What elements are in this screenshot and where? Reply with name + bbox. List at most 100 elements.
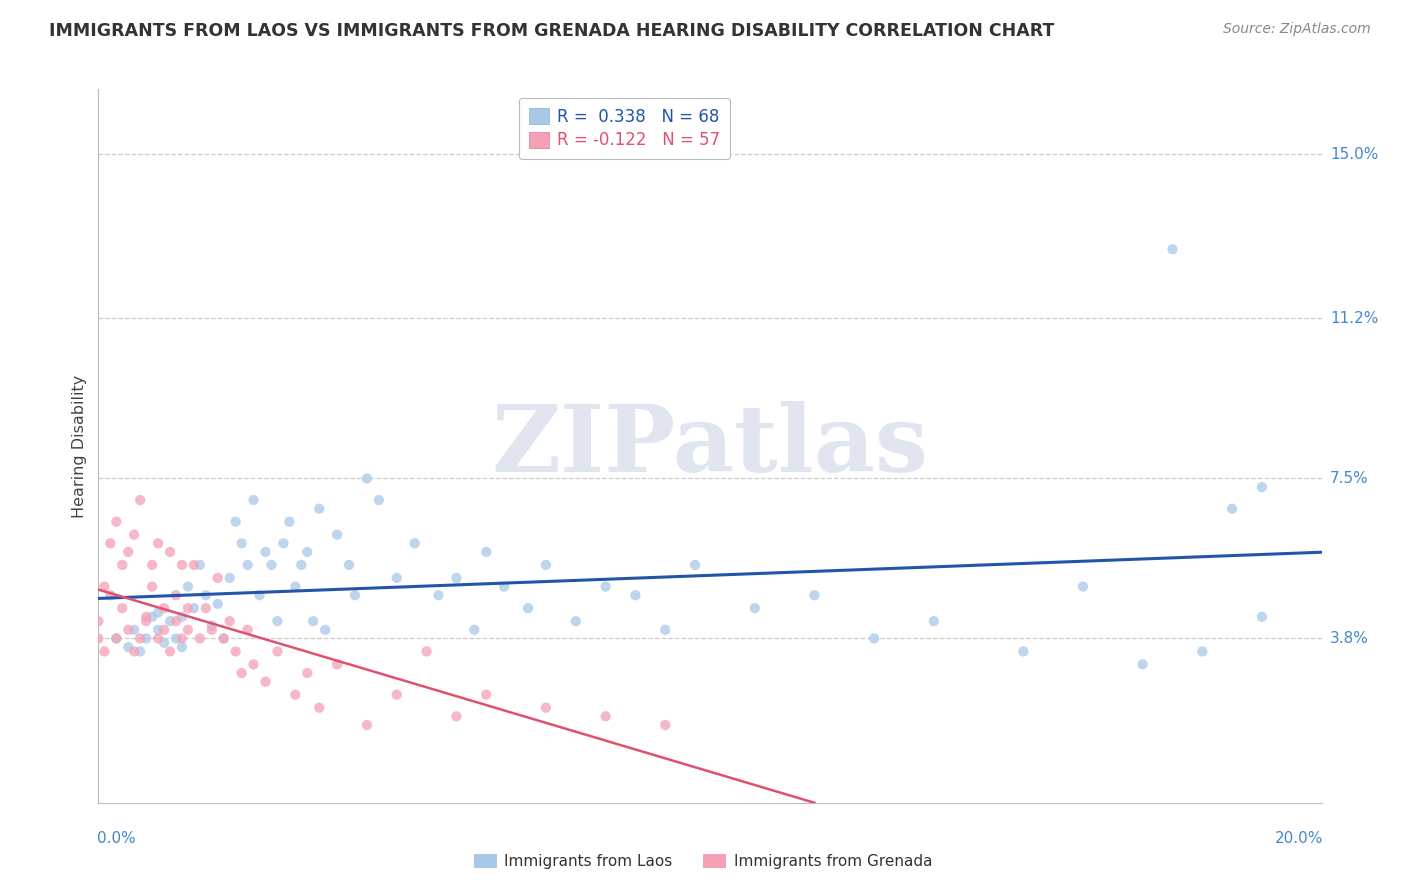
Point bbox=[1220, 501, 1243, 516]
Point bbox=[218, 571, 240, 585]
Point bbox=[326, 657, 349, 672]
Point bbox=[183, 601, 205, 615]
Point bbox=[427, 588, 450, 602]
Point bbox=[236, 623, 259, 637]
Point bbox=[105, 632, 128, 646]
Point bbox=[183, 558, 205, 572]
Text: 0.0%: 0.0% bbox=[97, 831, 136, 847]
Point bbox=[922, 614, 945, 628]
Point bbox=[87, 614, 110, 628]
Point bbox=[475, 545, 498, 559]
Point bbox=[98, 588, 121, 602]
Point bbox=[326, 527, 349, 541]
Point bbox=[404, 536, 426, 550]
Point bbox=[517, 601, 540, 615]
Point bbox=[356, 718, 378, 732]
Point bbox=[135, 614, 157, 628]
Point bbox=[415, 644, 437, 658]
Point bbox=[1251, 610, 1274, 624]
Point bbox=[194, 601, 217, 615]
Point bbox=[343, 588, 366, 602]
Text: ZIPatlas: ZIPatlas bbox=[492, 401, 928, 491]
Point bbox=[385, 688, 408, 702]
Y-axis label: Hearing Disability: Hearing Disability bbox=[72, 375, 87, 517]
Point bbox=[93, 644, 115, 658]
Point bbox=[278, 515, 301, 529]
Point bbox=[446, 709, 468, 723]
Point bbox=[117, 623, 139, 637]
Point bbox=[159, 644, 181, 658]
Point bbox=[273, 536, 295, 550]
Point bbox=[141, 580, 163, 594]
Point bbox=[111, 558, 134, 572]
Point bbox=[188, 632, 211, 646]
Point bbox=[231, 536, 253, 550]
Point bbox=[446, 571, 468, 585]
Point bbox=[803, 588, 825, 602]
Point bbox=[153, 601, 176, 615]
Point bbox=[105, 632, 128, 646]
Point bbox=[1191, 644, 1213, 658]
Point bbox=[242, 657, 264, 672]
Point bbox=[595, 580, 617, 594]
Text: 15.0%: 15.0% bbox=[1330, 146, 1378, 161]
Point bbox=[266, 614, 288, 628]
Point bbox=[153, 623, 176, 637]
Point bbox=[225, 515, 247, 529]
Text: 7.5%: 7.5% bbox=[1330, 471, 1368, 486]
Point bbox=[367, 493, 389, 508]
Point bbox=[122, 644, 145, 658]
Point bbox=[122, 623, 145, 637]
Point bbox=[207, 571, 229, 585]
Point bbox=[87, 632, 110, 646]
Point bbox=[385, 571, 408, 585]
Point bbox=[337, 558, 360, 572]
Point bbox=[1132, 657, 1154, 672]
Point bbox=[284, 688, 307, 702]
Point bbox=[170, 558, 193, 572]
Point bbox=[177, 580, 200, 594]
Point bbox=[177, 601, 200, 615]
Point bbox=[1071, 580, 1094, 594]
Point bbox=[146, 536, 169, 550]
Point bbox=[177, 623, 200, 637]
Point bbox=[117, 545, 139, 559]
Point bbox=[111, 601, 134, 615]
Point bbox=[170, 640, 193, 654]
Point bbox=[475, 688, 498, 702]
Point bbox=[254, 674, 277, 689]
Point bbox=[624, 588, 647, 602]
Point bbox=[297, 666, 319, 681]
Point bbox=[356, 471, 378, 485]
Point bbox=[98, 536, 121, 550]
Point bbox=[201, 623, 224, 637]
Point bbox=[260, 558, 283, 572]
Legend: R =  0.338   N = 68, R = -0.122   N = 57: R = 0.338 N = 68, R = -0.122 N = 57 bbox=[519, 97, 730, 160]
Point bbox=[1161, 242, 1184, 256]
Point bbox=[207, 597, 229, 611]
Point bbox=[117, 640, 139, 654]
Point bbox=[153, 636, 176, 650]
Legend: Immigrants from Laos, Immigrants from Grenada: Immigrants from Laos, Immigrants from Gr… bbox=[468, 848, 938, 875]
Point bbox=[863, 632, 886, 646]
Point bbox=[565, 614, 588, 628]
Text: 20.0%: 20.0% bbox=[1274, 831, 1323, 847]
Text: Source: ZipAtlas.com: Source: ZipAtlas.com bbox=[1223, 22, 1371, 37]
Text: 11.2%: 11.2% bbox=[1330, 311, 1378, 326]
Point bbox=[165, 588, 187, 602]
Point bbox=[159, 545, 181, 559]
Point bbox=[129, 632, 152, 646]
Point bbox=[242, 493, 264, 508]
Point bbox=[1012, 644, 1035, 658]
Point bbox=[129, 644, 152, 658]
Point bbox=[135, 632, 157, 646]
Point bbox=[231, 666, 253, 681]
Point bbox=[654, 623, 676, 637]
Point bbox=[254, 545, 277, 559]
Point bbox=[266, 644, 288, 658]
Point bbox=[170, 610, 193, 624]
Text: 3.8%: 3.8% bbox=[1330, 631, 1369, 646]
Point bbox=[135, 610, 157, 624]
Point bbox=[236, 558, 259, 572]
Point bbox=[141, 610, 163, 624]
